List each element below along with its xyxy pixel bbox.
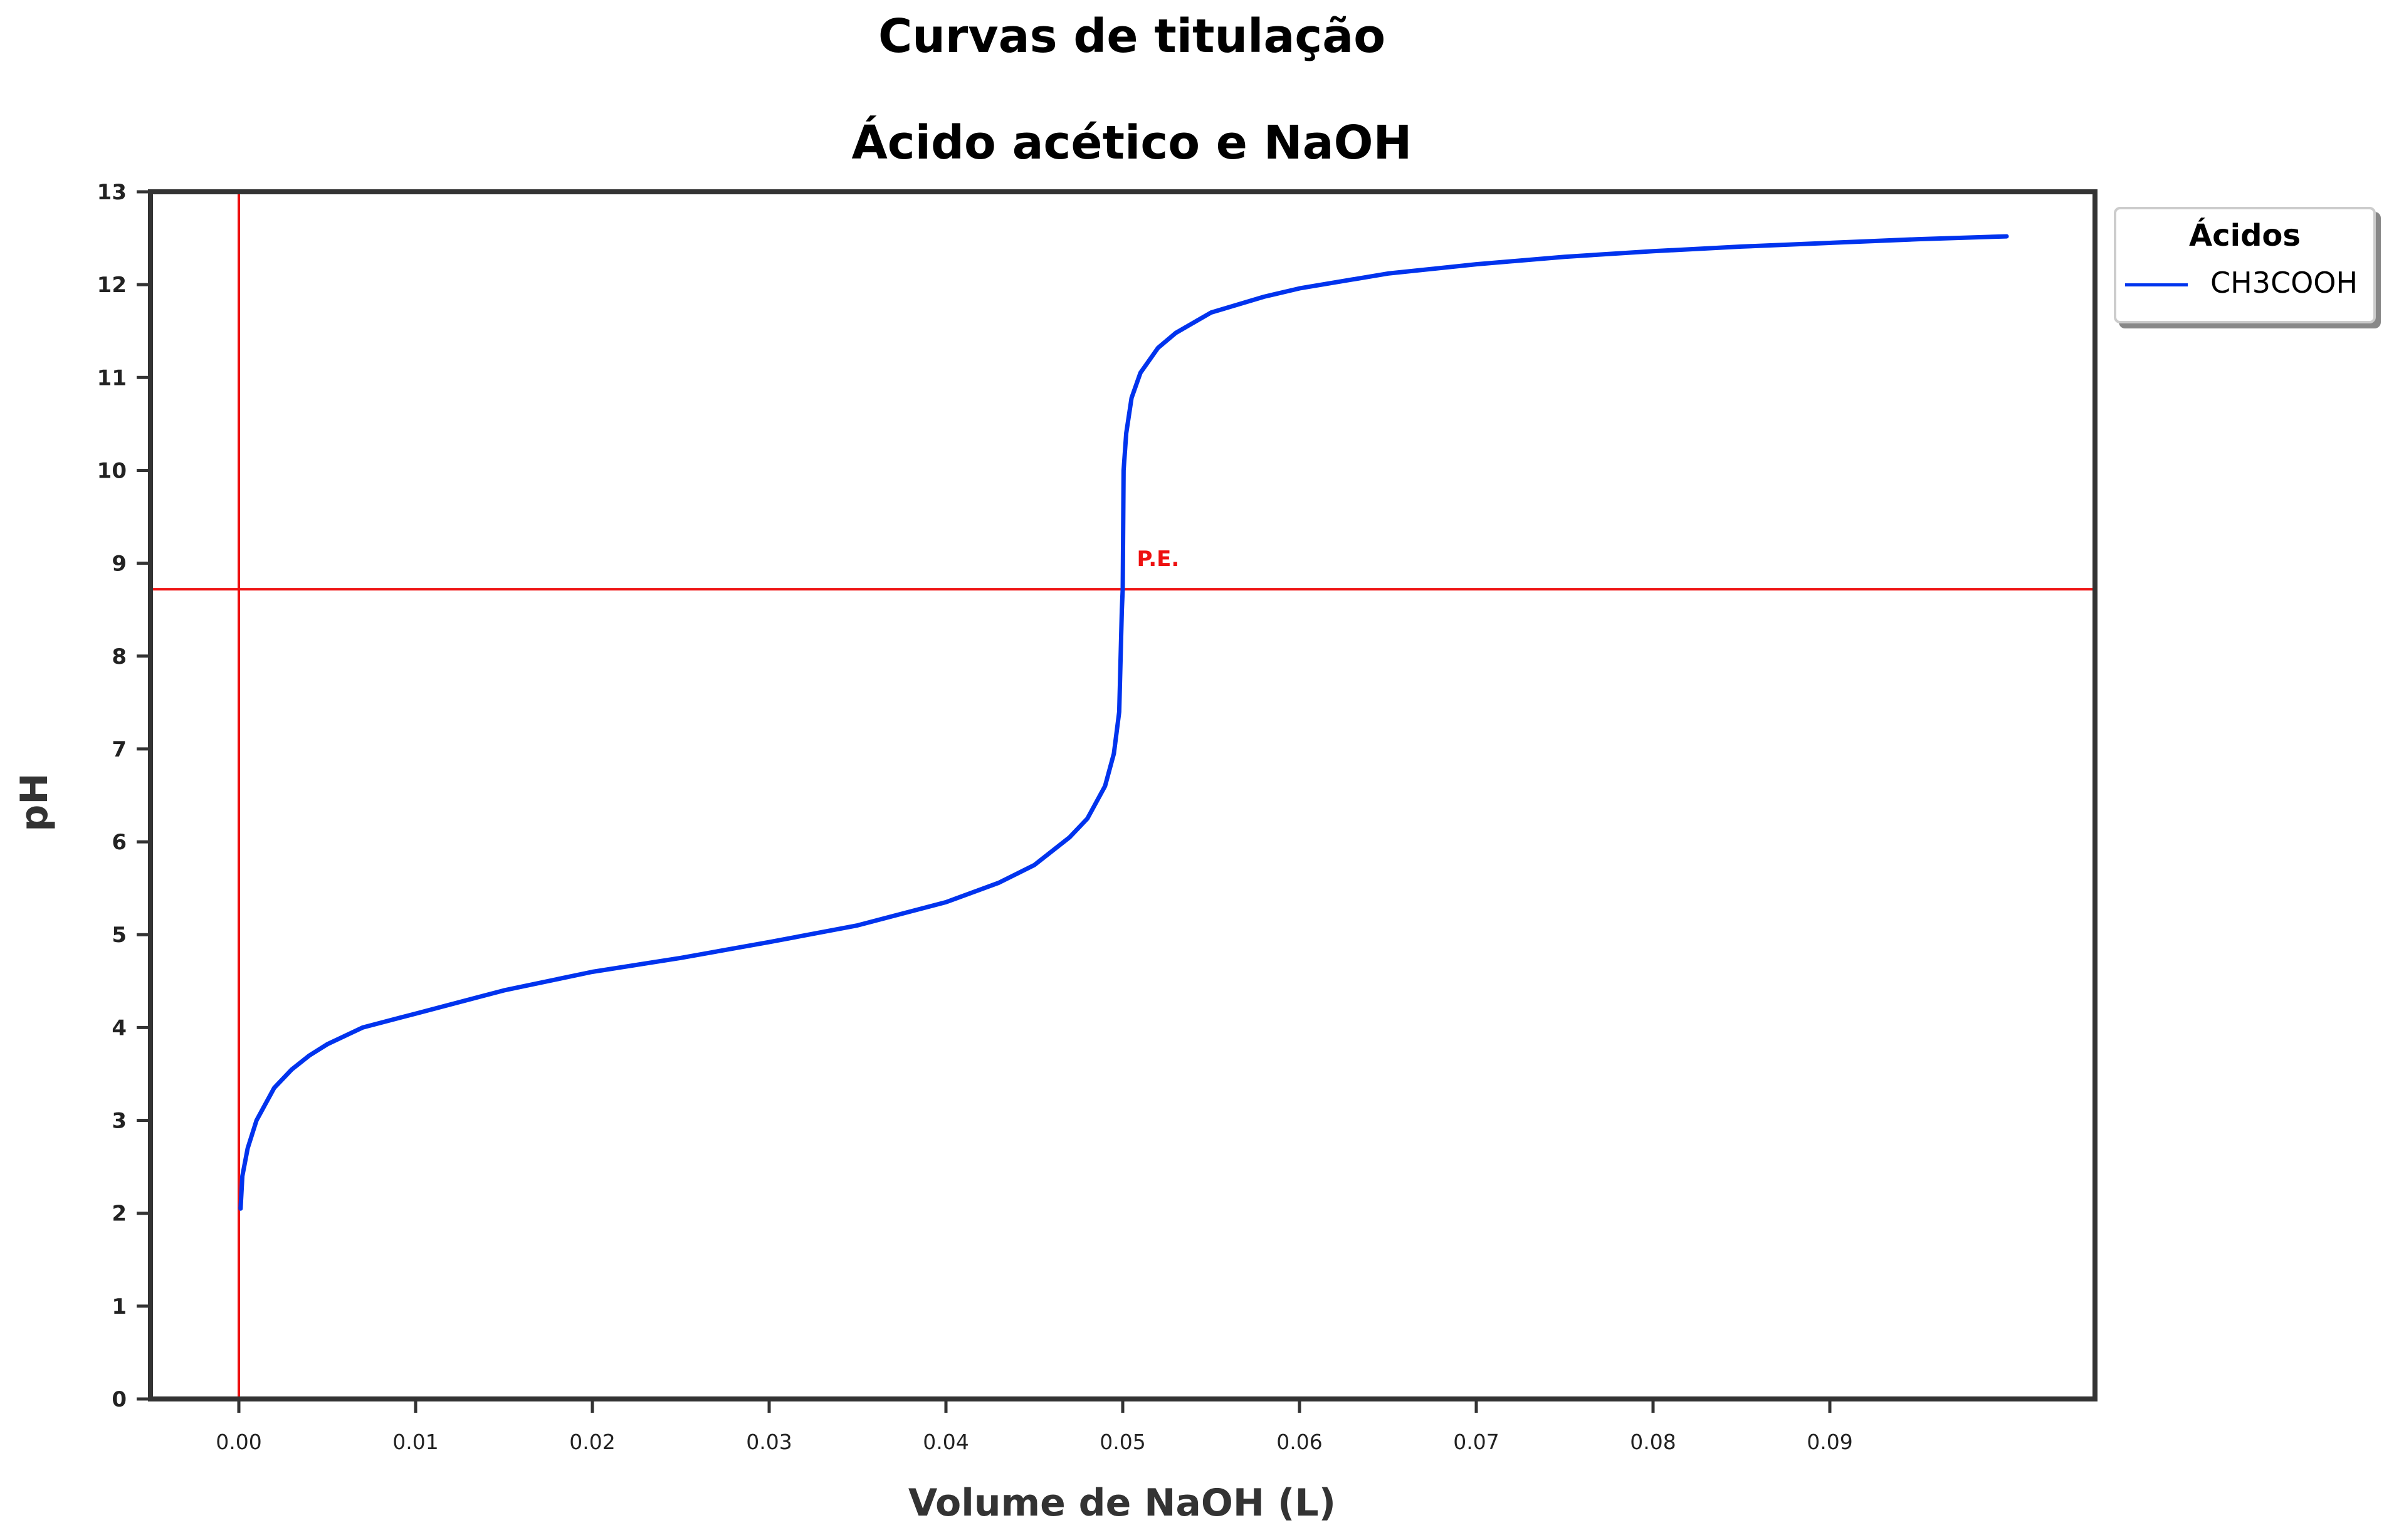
x-tick-label: 0.08 (1630, 1430, 1676, 1454)
y-tick-label: 10 (97, 458, 127, 483)
x-tick-label: 0.09 (1807, 1430, 1852, 1454)
annotation-pe-label: P.E. (1137, 547, 1180, 572)
x-tick-label: 0.02 (569, 1430, 615, 1454)
y-tick-label: 5 (112, 923, 127, 948)
y-tick-label: 1 (112, 1294, 127, 1319)
y-tick-label: 11 (97, 365, 127, 390)
y-tick-label: 0 (112, 1387, 127, 1412)
x-tick-label: 0.04 (923, 1430, 969, 1454)
chart-subtitle: Ácido acético e NaOH (851, 116, 1412, 170)
x-tick-label: 0.01 (392, 1430, 438, 1454)
y-tick-label: 3 (112, 1109, 127, 1134)
legend-label-ch3cooh: CH3COOH (2210, 266, 2358, 300)
legend: Ácidos CH3COOH (2114, 207, 2376, 323)
y-tick-label: 4 (112, 1015, 127, 1040)
y-tick-label: 6 (112, 830, 127, 855)
y-tick-label: 12 (97, 273, 127, 298)
legend-title: Ácidos (2189, 218, 2301, 253)
y-tick-label: 7 (112, 737, 127, 762)
plot-frame (148, 189, 2098, 1401)
x-axis-label: Volume de NaOH (L) (908, 1481, 1336, 1525)
x-tick-label: 0.06 (1276, 1430, 1322, 1454)
x-tick-label: 0.00 (216, 1430, 261, 1454)
y-tick-label: 9 (112, 552, 127, 577)
y-tick-label: 2 (112, 1202, 127, 1227)
x-tick-label: 0.07 (1453, 1430, 1499, 1454)
chart-title: Curvas de titulação (878, 9, 1386, 63)
y-tick-label: 13 (97, 180, 127, 205)
series-line-ch3cooh (238, 234, 2009, 1211)
legend-swatch-ch3cooh (2125, 283, 2188, 286)
x-tick-label: 0.03 (746, 1430, 792, 1454)
x-tick-label: 0.05 (1100, 1430, 1145, 1454)
y-axis-label: pH (13, 773, 56, 832)
y-tick-label: 8 (112, 644, 127, 669)
